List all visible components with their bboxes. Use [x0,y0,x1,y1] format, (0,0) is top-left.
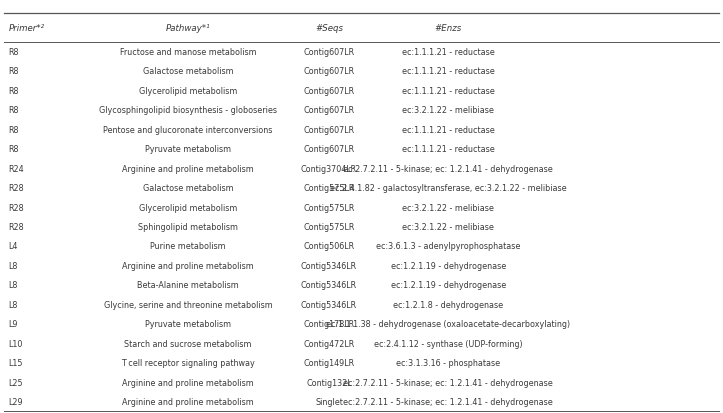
Text: ec:1.1.1.21 - reductase: ec:1.1.1.21 - reductase [402,126,495,134]
Text: Contig575LR: Contig575LR [303,203,355,212]
Text: ec:2.4.1.82 - galactosyltransferase, ec:3.2.1.22 - melibiase: ec:2.4.1.82 - galactosyltransferase, ec:… [330,184,567,192]
Text: L10: L10 [9,339,23,348]
Text: ec:3.2.1.22 - melibiase: ec:3.2.1.22 - melibiase [402,203,495,212]
Text: L8: L8 [9,261,18,270]
Text: Sphingolipid metabolism: Sphingolipid metabolism [138,223,238,231]
Text: Glycerolipid metabolism: Glycerolipid metabolism [139,203,237,212]
Text: R28: R28 [9,203,25,212]
Text: Contig607LR: Contig607LR [304,87,354,95]
Text: Fructose and manose metabolism: Fructose and manose metabolism [120,48,256,57]
Text: ec:3.2.1.22 - melibiase: ec:3.2.1.22 - melibiase [402,223,495,231]
Text: ec:3.1.3.16 - phosphatase: ec:3.1.3.16 - phosphatase [396,358,500,367]
Text: Arginine and proline metabolism: Arginine and proline metabolism [122,397,254,406]
Text: Purine metabolism: Purine metabolism [150,242,226,251]
Text: L8: L8 [9,281,18,290]
Text: R24: R24 [9,164,25,173]
Text: Contig5346LR: Contig5346LR [301,261,357,270]
Text: Contig132L: Contig132L [306,378,352,387]
Text: ec:1.2.1.8 - dehydrogenase: ec:1.2.1.8 - dehydrogenase [393,300,503,309]
Text: Pentose and glucoronate interconversions: Pentose and glucoronate interconversions [103,126,273,134]
Text: Pyruvate metabolism: Pyruvate metabolism [145,320,231,328]
Text: Contig3704LR: Contig3704LR [301,164,357,173]
Text: Contig472LR: Contig472LR [304,339,354,348]
Text: L25: L25 [9,378,23,387]
Text: R8: R8 [9,67,20,76]
Text: Arginine and proline metabolism: Arginine and proline metabolism [122,164,254,173]
Text: ec:1.1.1.21 - reductase: ec:1.1.1.21 - reductase [402,87,495,95]
Text: Pathway*¹: Pathway*¹ [166,24,210,33]
Text: L8: L8 [9,300,18,309]
Text: #Seqs: #Seqs [315,24,343,33]
Text: ec:2.7.2.11 - 5-kinase; ec: 1.2.1.41 - dehydrogenase: ec:2.7.2.11 - 5-kinase; ec: 1.2.1.41 - d… [343,397,553,406]
Text: Pyruvate metabolism: Pyruvate metabolism [145,145,231,154]
Text: #Enzs: #Enzs [435,24,462,33]
Text: Contig575LR: Contig575LR [303,223,355,231]
Text: Galactose metabolism: Galactose metabolism [142,184,234,192]
Text: Contig607LR: Contig607LR [304,145,354,154]
Text: Contig149LR: Contig149LR [304,358,354,367]
Text: L9: L9 [9,320,18,328]
Text: ec:1.2.1.19 - dehydrogenase: ec:1.2.1.19 - dehydrogenase [390,261,506,270]
Text: ec:1.1.1.21 - reductase: ec:1.1.1.21 - reductase [402,48,495,57]
Text: R8: R8 [9,145,20,154]
Text: Singlet: Singlet [315,397,343,406]
Text: Glycerolipid metabolism: Glycerolipid metabolism [139,87,237,95]
Text: ec:2.7.2.11 - 5-kinase; ec: 1.2.1.41 - dehydrogenase: ec:2.7.2.11 - 5-kinase; ec: 1.2.1.41 - d… [343,164,553,173]
Text: Contig607LR: Contig607LR [304,48,354,57]
Text: R8: R8 [9,48,20,57]
Text: ec:1.2.1.19 - dehydrogenase: ec:1.2.1.19 - dehydrogenase [390,281,506,290]
Text: L15: L15 [9,358,23,367]
Text: Contig607LR: Contig607LR [304,106,354,115]
Text: ec:2.7.2.11 - 5-kinase; ec: 1.2.1.41 - dehydrogenase: ec:2.7.2.11 - 5-kinase; ec: 1.2.1.41 - d… [343,378,553,387]
Text: Contig5346LR: Contig5346LR [301,281,357,290]
Text: Contig575LR: Contig575LR [303,184,355,192]
Text: Glycine, serine and threonine metabolism: Glycine, serine and threonine metabolism [103,300,273,309]
Text: ec:1.1.1.21 - reductase: ec:1.1.1.21 - reductase [402,145,495,154]
Text: ec:2.4.1.12 - synthase (UDP-forming): ec:2.4.1.12 - synthase (UDP-forming) [374,339,523,348]
Text: Beta-Alanine metabolism: Beta-Alanine metabolism [137,281,239,290]
Text: R28: R28 [9,223,25,231]
Text: Galactose metabolism: Galactose metabolism [142,67,234,76]
Text: Starch and sucrose metabolism: Starch and sucrose metabolism [124,339,252,348]
Text: Contig607LR: Contig607LR [304,126,354,134]
Text: Glycosphingolipid biosynthesis - globoseries: Glycosphingolipid biosynthesis - globose… [99,106,277,115]
Text: Arginine and proline metabolism: Arginine and proline metabolism [122,378,254,387]
Text: ec:3.2.1.22 - melibiase: ec:3.2.1.22 - melibiase [402,106,495,115]
Text: Contig178LR: Contig178LR [304,320,354,328]
Text: T cell receptor signaling pathway: T cell receptor signaling pathway [121,358,254,367]
Text: ec:1.1.1.21 - reductase: ec:1.1.1.21 - reductase [402,67,495,76]
Text: L29: L29 [9,397,23,406]
Text: Contig5346LR: Contig5346LR [301,300,357,309]
Text: Arginine and proline metabolism: Arginine and proline metabolism [122,261,254,270]
Text: ec:1.1.1.38 - dehydrogenase (oxaloacetate-decarboxylating): ec:1.1.1.38 - dehydrogenase (oxaloacetat… [326,320,570,328]
Text: R8: R8 [9,106,20,115]
Text: R8: R8 [9,126,20,134]
Text: Primer*²: Primer*² [9,24,45,33]
Text: ec:3.6.1.3 - adenylpyrophosphatase: ec:3.6.1.3 - adenylpyrophosphatase [376,242,521,251]
Text: R8: R8 [9,87,20,95]
Text: Contig607LR: Contig607LR [304,67,354,76]
Text: Contig506LR: Contig506LR [304,242,354,251]
Text: R28: R28 [9,184,25,192]
Text: L4: L4 [9,242,18,251]
